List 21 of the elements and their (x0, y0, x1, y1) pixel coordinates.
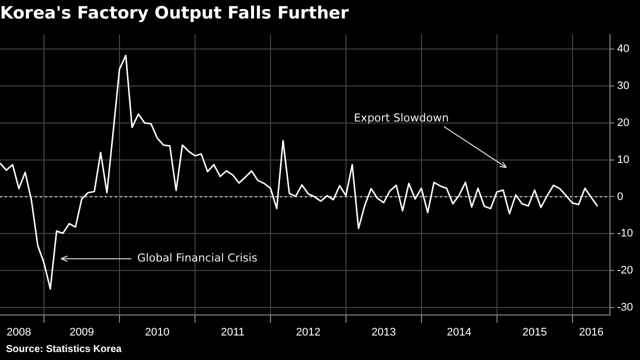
y-tick-label: -30 (617, 301, 634, 314)
annotation: Export Slowdown (354, 111, 449, 124)
y-tick-label: 20 (617, 116, 630, 129)
y-tick-label: -10 (617, 228, 634, 240)
x-tick-label: 2009 (70, 326, 94, 338)
x-tick-label: 2011 (220, 326, 245, 338)
y-tick-label: -20 (617, 264, 634, 277)
y-tick-label: 0 (617, 190, 624, 203)
y-tick-label: 30 (617, 80, 630, 92)
x-tick-label: 2008 (6, 326, 32, 338)
x-tick-label: 2016 (578, 326, 604, 338)
chart-title: Korea's Factory Output Falls Further (0, 4, 350, 24)
source-note: Source: Statistics Korea (6, 344, 122, 355)
x-tick-label: 2015 (522, 326, 547, 338)
x-tick-label: 2010 (145, 326, 170, 338)
annotation: Global Financial Crisis (137, 252, 258, 265)
y-tick-label: 40 (617, 43, 630, 56)
y-tick-label: 10 (617, 154, 630, 166)
x-tick-label: 2014 (446, 326, 472, 338)
x-tick-label: 2012 (296, 326, 320, 338)
x-tick-label: 2013 (371, 326, 396, 338)
